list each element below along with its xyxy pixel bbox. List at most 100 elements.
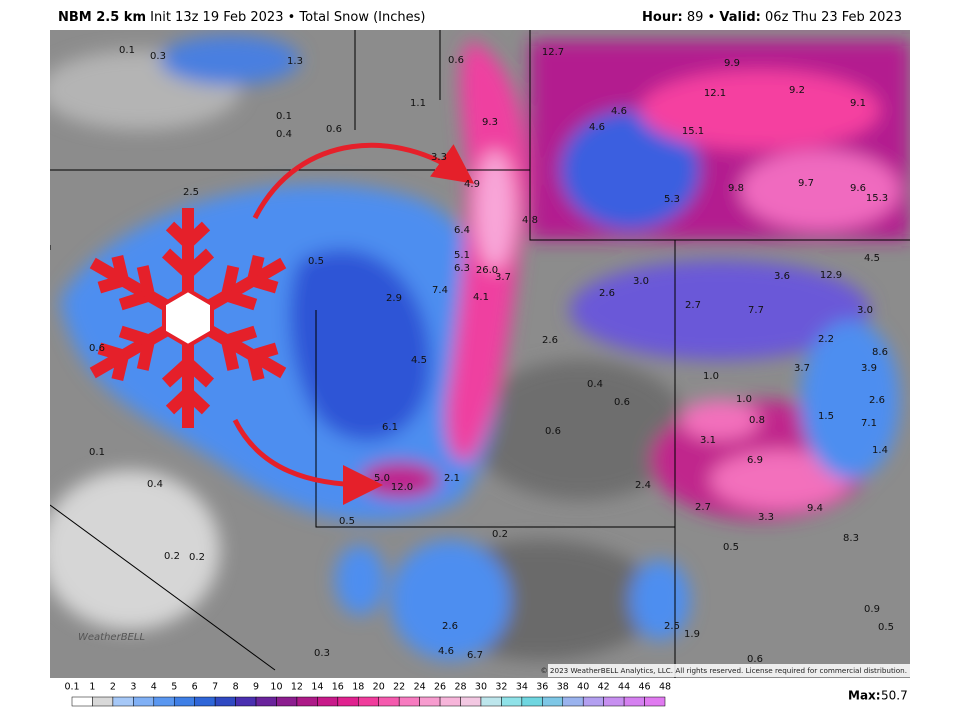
value-label: 3.9 [861,363,877,374]
value-label: 12.9 [820,270,842,281]
value-label: 0.5 [878,622,894,633]
value-label: 0.6 [89,343,105,354]
value-label: 1.4 [872,445,888,456]
value-label: 12.0 [391,482,413,493]
colorbar-label: 44 [618,682,630,693]
value-label: 4.6 [589,122,605,133]
value-label: 6.7 [467,650,483,661]
colorbar-swatch [92,696,114,707]
value-label: 1.1 [410,98,426,109]
value-label: 2.5 [664,621,680,632]
colorbar-label: 28 [454,682,466,693]
value-label: 1.0 [736,394,752,405]
colorbar-label: 32 [495,682,507,693]
value-label: 0.6 [545,426,561,437]
value-label: 0.2 [492,529,508,540]
colorbar-label: 16 [332,682,344,693]
value-label: 4.9 [464,179,480,190]
colorbar-swatch [276,696,298,707]
value-label: 0.6 [448,55,464,66]
header-left: NBM 2.5 km Init 13z 19 Feb 2023 • Total … [58,10,425,25]
colorbar-label: 7 [212,682,218,693]
value-label: 4.6 [611,106,627,117]
value-label: 1.3 [287,56,303,67]
colorbar-swatch [501,696,523,707]
value-label: 3.0 [857,305,873,316]
colorbar-label: 38 [557,682,569,693]
colorbar-swatch [521,696,543,707]
colorbar-swatch [398,696,420,707]
max-label: Max: [848,689,881,703]
value-label: 12.1 [704,88,726,99]
colorbar-swatch [480,696,502,707]
colorbar-label: 2 [110,682,116,693]
value-label: 15.1 [682,126,704,137]
value-label: 4.5 [864,253,880,264]
colorbar-swatch [439,696,461,707]
colorbar-label: 48 [659,682,671,693]
value-label: 4.5 [411,355,427,366]
value-label: 6.4 [454,225,470,236]
value-label: 1.5 [818,411,834,422]
logo: WeatherBELL [78,632,145,643]
value-label: 3.6 [774,271,790,282]
borders [50,30,910,678]
value-label: 6.3 [454,263,470,274]
value-label: 2.7 [695,502,711,513]
value-label: 2.9 [386,293,402,304]
colorbar-swatch [378,696,400,707]
colorbar-label: 26 [434,682,446,693]
value-label: 2.2 [818,334,834,345]
colorbar-swatch [112,696,134,707]
value-label: 0.6 [326,124,342,135]
colorbar-label: 24 [414,682,426,693]
colorbar-label: 34 [516,682,528,693]
colorbar-label: 42 [598,682,610,693]
value-label: 2.4 [635,480,651,491]
colorbar-swatch [644,696,666,707]
colorbar-swatch [296,696,318,707]
value-label: 3.3 [758,512,774,523]
colorbar-swatch [562,696,584,707]
colorbar-label: 36 [536,682,548,693]
colorbar-label: 9 [253,682,259,693]
value-label: 0.3 [314,648,330,659]
colorbar-swatch [623,696,645,707]
run-info: Init 13z 19 Feb 2023 • Total Snow (Inche… [150,10,426,25]
colorbar-label: 46 [639,682,651,693]
arrows [232,142,475,505]
value-label: 2.1 [444,473,460,484]
colorbar-swatch [317,696,339,707]
colorbar-label: 22 [393,682,405,693]
snow-field [50,30,910,678]
colorbar-label: 0.1 [64,682,79,693]
value-label: 3.1 [700,435,716,446]
value-label: 0.1 [276,111,292,122]
value-labels: 0.1 0.3 1.3 0.6 12.7 9.9 12.1 9.2 9.1 1.1 0.1 0.4 0.… [89,45,894,665]
colorbar-swatch [603,696,625,707]
value-label: 0.9 [864,604,880,615]
value-label: 0.4 [147,479,163,490]
colorbar-swatch [133,696,155,707]
value-label: 0.5 [308,256,324,267]
value-label: 9.3 [482,117,498,128]
value-label: 3.7 [495,272,511,283]
colorbar-label: 18 [352,682,364,693]
value-label: 1.0 [703,371,719,382]
value-label: 3.7 [794,363,810,374]
value-label: 9.4 [807,503,823,514]
colorbar-label: 4 [151,682,157,693]
value-label: 9.2 [789,85,805,96]
value-label: 7.1 [861,418,877,429]
value-label: 5.0 [374,473,390,484]
colorbar-label: 40 [577,682,589,693]
value-label: 4.8 [522,215,538,226]
colorbar-swatch [582,696,604,707]
colorbar-label: 14 [311,682,323,693]
header-right: Hour: 89 • Valid: 06z Thu 23 Feb 2023 [642,10,902,25]
snowflake [82,208,295,428]
colorbar-swatch [71,696,93,707]
value-label: 0.1 [119,45,135,56]
